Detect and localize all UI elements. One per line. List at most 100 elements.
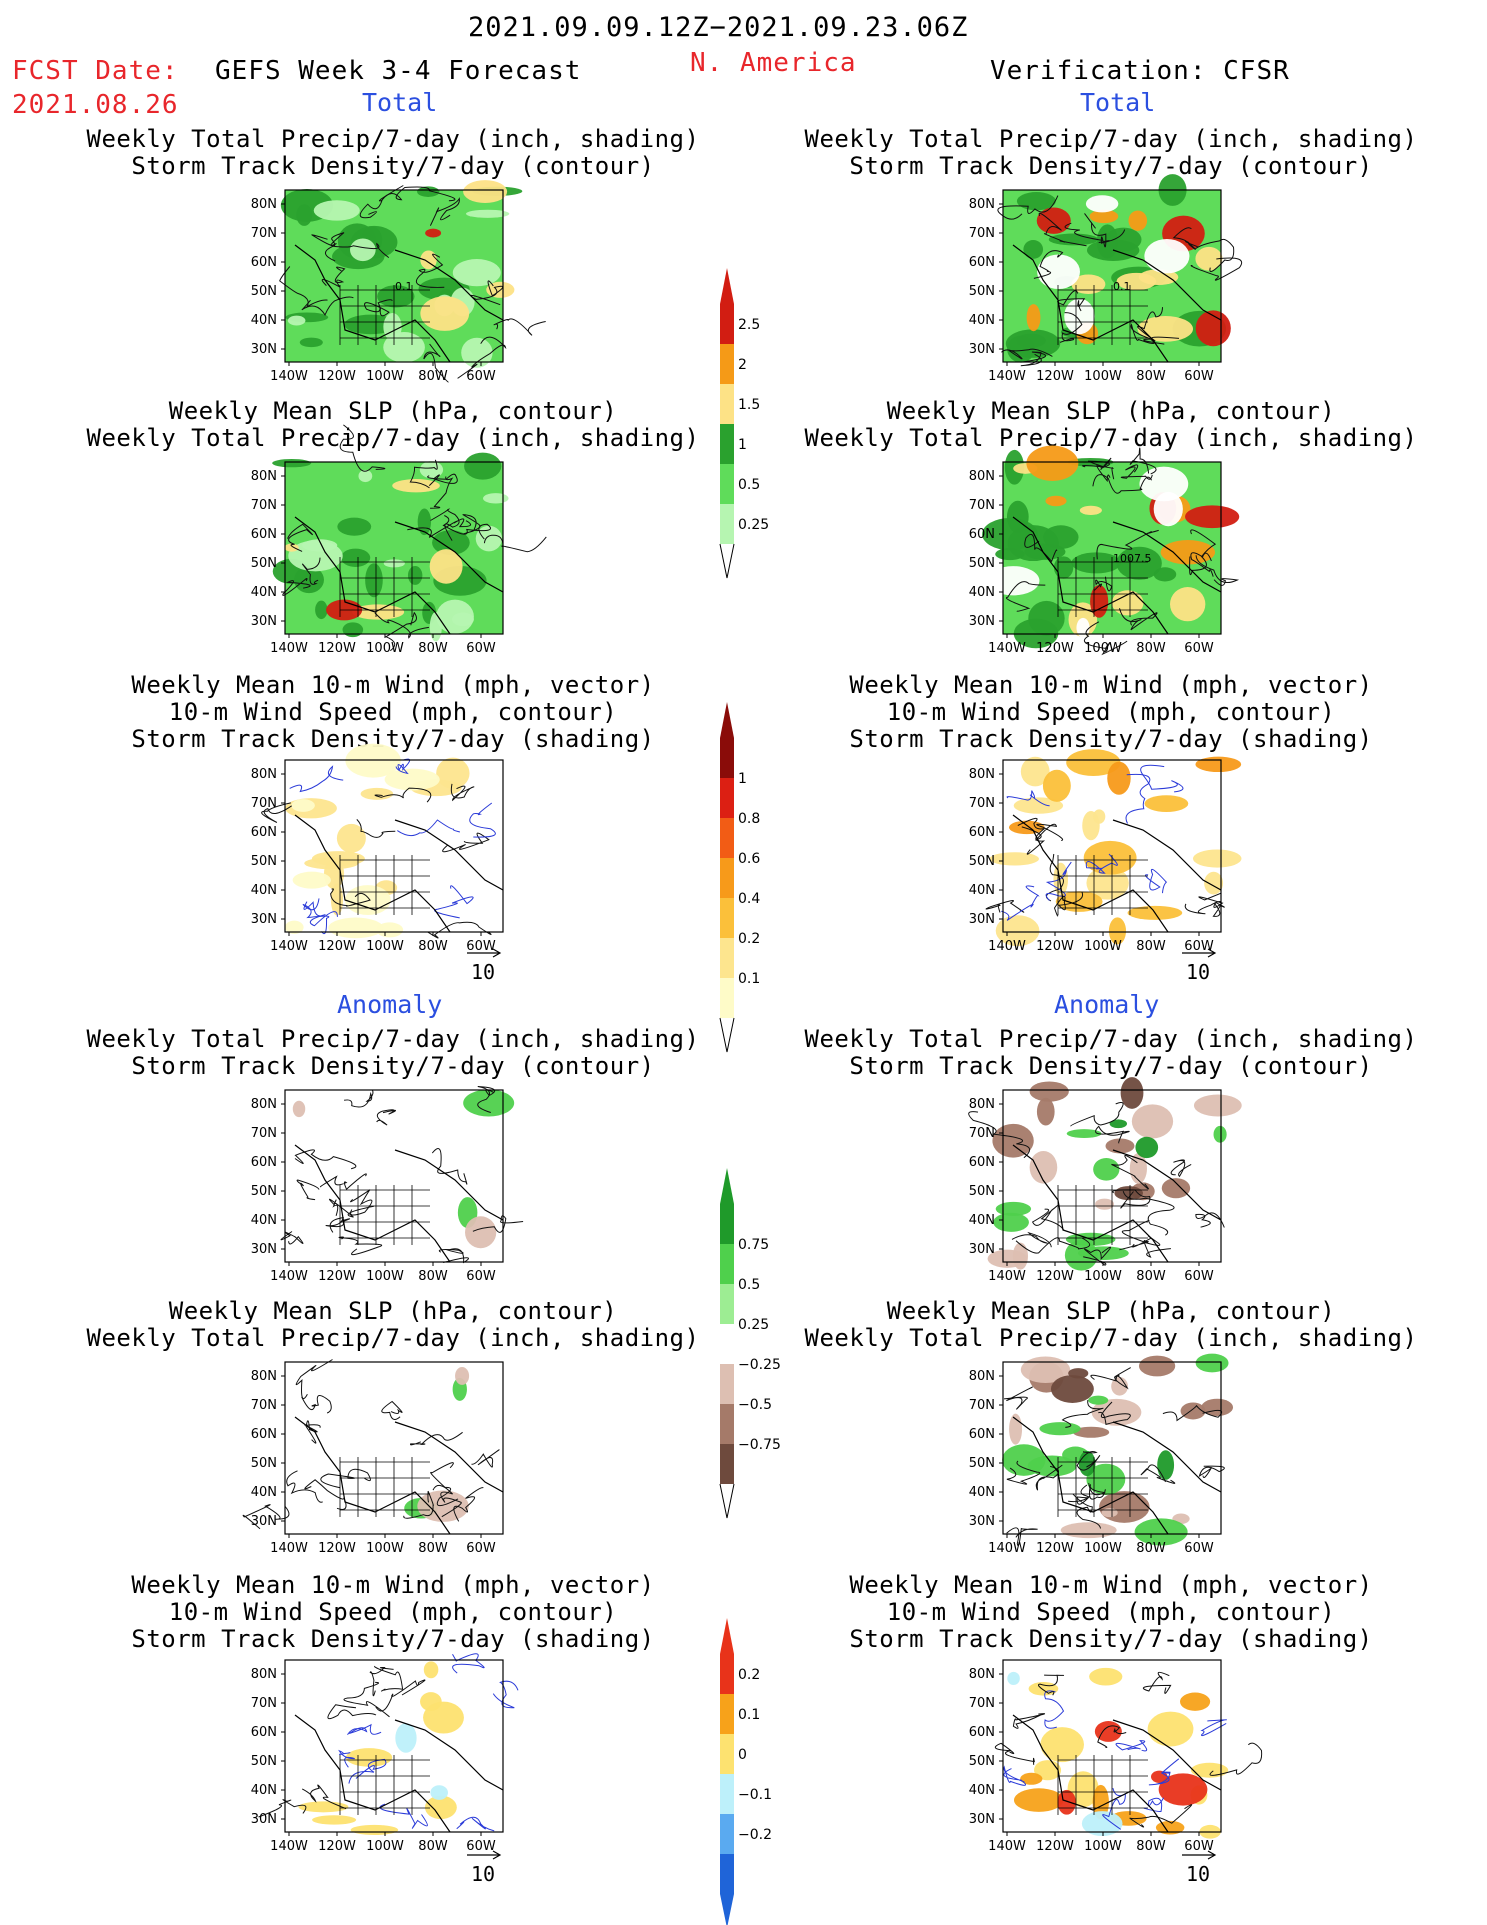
contour-line [985,900,1025,913]
shading-patch [1095,1198,1115,1210]
ob-tot-wind-map: 80N 70N 60N 50N 40N 30N 140W 120W 100W 80W 60W [969,749,1242,954]
contour-line [384,612,417,652]
shading-patch [1090,584,1109,618]
lon-tick-label: 80W [418,939,448,954]
coastline [1012,1714,1222,1833]
lat-tick-label: 60N [251,825,277,840]
ob-anom-slp-title-line: Weekly Mean SLP (hPa, contour) [886,1297,1336,1325]
colorbar-segment [720,1364,734,1404]
contour-line [1129,1804,1193,1828]
lon-tick-label: 120W [1036,641,1074,656]
colorbar-segment [720,424,734,464]
ob-tot-wind-title-line: Storm Track Density/7-day (shading) [849,725,1373,753]
contour-line [1003,1765,1027,1786]
shading-patch [1076,617,1090,638]
shading-patch [1105,1138,1135,1154]
lon-tick-label: 100W [366,641,404,656]
verification-title: Verification: CFSR [990,56,1290,86]
lat-tick-label: 60N [251,1427,277,1442]
contour-line [968,1111,1031,1159]
lat-tick-label: 50N [251,556,277,571]
shading-patch [1020,756,1050,787]
shading-patch [423,1661,439,1679]
shading-patch [455,1366,470,1385]
contour-line [442,832,490,853]
shading-patch [1128,210,1148,231]
lon-tick-label: 80W [1136,1269,1166,1284]
shading-patch [1068,1368,1089,1379]
shading-patch [1026,445,1079,482]
contour-line [295,1359,333,1400]
coastline [294,814,504,933]
shading-patch [417,1490,469,1522]
contour-line [1121,1220,1171,1258]
contour-line [994,1742,1035,1765]
contour-line [1130,323,1165,345]
lat-tick-label: 50N [251,1184,277,1199]
contour-line [492,1680,519,1709]
lon-tick-label: 120W [318,939,356,954]
shading-patch [463,1089,515,1117]
shading-patch [1072,1426,1110,1438]
colorbar-segment [720,938,734,978]
colorbar-label: 0 [738,1747,747,1763]
shading-patch [1040,1727,1084,1763]
contour-line [369,1666,394,1697]
lon-tick-label: 60W [1184,1269,1214,1284]
lon-tick-label: 140W [988,1269,1026,1284]
contour-line [1090,1367,1131,1390]
lat-tick-label: 70N [969,796,995,811]
lat-tick-label: 30N [251,342,277,357]
lon-tick-label: 60W [466,939,496,954]
shading-patch [344,885,391,916]
contour-line [296,1179,320,1201]
shading-patch [1170,587,1206,622]
contour-line [1021,823,1064,841]
shading-patch [365,563,383,598]
lat-tick-label: 70N [251,1696,277,1711]
contour-line [324,242,390,262]
colorbar-segment [720,464,734,504]
fc-anom-wind-map: 80N 70N 60N 50N 40N 30N 140W 120W 100W 80W 60W [251,1653,519,1854]
contour-line [261,802,292,823]
colorbar-segment [720,504,734,544]
contour-line [1001,885,1040,921]
shading-patch [1057,1789,1076,1815]
lat-tick-label: 70N [251,1398,277,1413]
shading-patch [337,517,372,536]
contour-line [1070,1101,1124,1127]
shading-patch [452,259,501,287]
storm-total-colorbar: 1 0.8 0.6 0.4 0.2 0.1 [719,702,760,1053]
shading-patch [1137,316,1194,342]
contour-line [374,787,432,803]
contour-line [311,232,345,247]
shading-patch [1071,552,1121,574]
lon-tick-label: 80W [418,641,448,656]
contour-line [258,1799,307,1818]
lon-tick-label: 80W [1136,1839,1166,1854]
contour-line [453,1487,484,1522]
shading-patch [993,1212,1029,1232]
lat-tick-label: 30N [969,1812,995,1827]
fc-tot-slp-title: Weekly Mean SLP (hPa, contour) Weekly Tot… [83,398,703,452]
contour-line [1003,1386,1033,1410]
colorbar-arrow-top [720,268,734,304]
shading-patch [1039,1422,1081,1436]
shading-patch [350,1824,399,1836]
lat-tick-label: 70N [969,1398,995,1413]
fc-anom-slp-title: Weekly Mean SLP (hPa, contour) Weekly Tot… [83,1298,703,1352]
contour-line [287,523,313,552]
lon-tick-label: 60W [466,369,496,384]
shading-patch [1144,795,1189,812]
shading-patch [1138,1355,1176,1377]
shading-patch [1093,809,1106,824]
contour-line [286,1470,323,1503]
lon-tick-label: 60W [1184,1541,1214,1556]
ob-tot-wind-title-line: 10-m Wind Speed (mph, contour) [886,698,1336,726]
contour-line [1064,222,1110,244]
ob-tot-precip-title-line: Weekly Total Precip/7-day (inch, shading… [804,125,1418,153]
lat-tick-label: 40N [251,585,277,600]
colorbar-segment [720,1404,734,1444]
shading-patch [392,479,440,493]
ob-anom-precip-title: Weekly Total Precip/7-day (inch, shading… [801,1026,1421,1080]
